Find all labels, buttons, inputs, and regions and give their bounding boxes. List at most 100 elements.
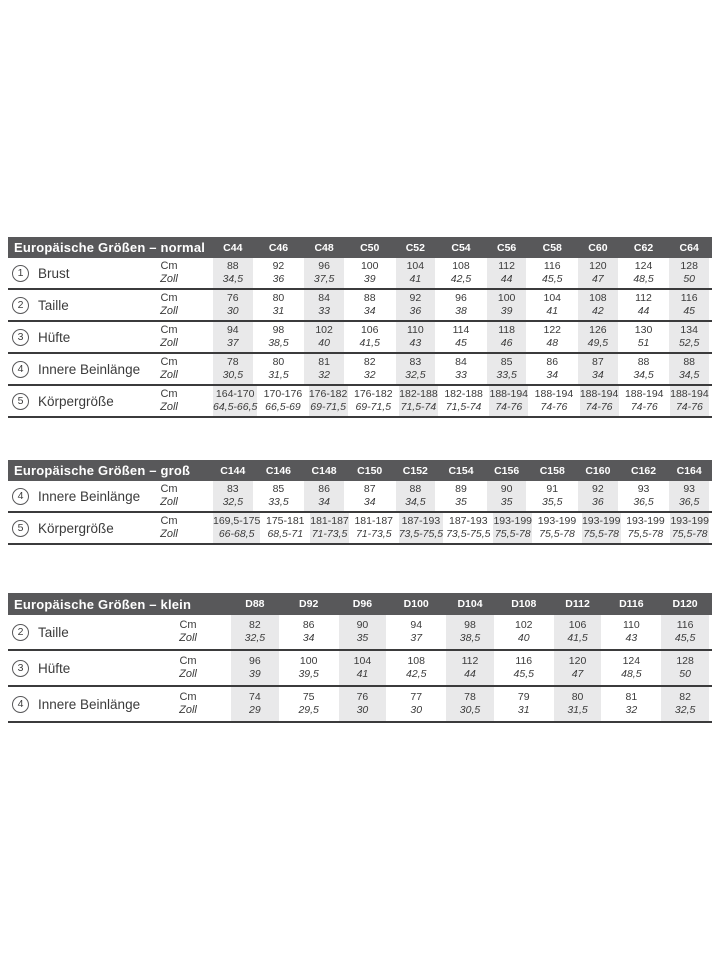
value-zoll: 68,5-71 [267, 528, 304, 540]
value-cell: 106 41,5 [550, 615, 605, 649]
value-zoll: 73,5-75,5 [446, 528, 491, 540]
value-zoll: 71-73,5 [355, 528, 392, 540]
unit-label-cm: Cm [160, 388, 178, 400]
row-label-text: Hüfte [38, 660, 71, 676]
column-header: D96 [352, 598, 373, 610]
table-row: 2 Taille Cm Zoll 76 30 80 31 84 33 88 34 92 36 96 38 100… [8, 290, 712, 322]
value-cm: 88 [226, 260, 239, 272]
row-label: 1 Brust [8, 258, 128, 288]
value-zoll: 32 [318, 369, 330, 381]
value-cm: 112 [461, 655, 479, 667]
value-zoll: 43 [625, 632, 638, 644]
unit-label-zoll: Zoll [179, 704, 197, 716]
value-cm: 118 [498, 324, 515, 336]
size-table-klein: Europäische Größen – klein D88 D92 D96 D100 D… [8, 593, 712, 723]
value-zoll: 34 [592, 369, 604, 381]
value-cm: 98 [464, 619, 476, 631]
value-zoll: 34,5 [405, 496, 426, 508]
row-number-badge: 5 [12, 519, 29, 537]
value-cell: 188-194 74-76 [622, 386, 667, 416]
value-cell: 187-193 73,5-75,5 [395, 513, 447, 543]
value-cell: 82 32 [347, 354, 393, 384]
value-cm: 116 [515, 655, 533, 667]
value-zoll: 34 [546, 369, 559, 381]
unit-label-cm: Cm [160, 483, 178, 495]
value-cm: 85 [500, 356, 513, 368]
value-zoll: 30 [226, 305, 239, 317]
value-cm: 112 [498, 260, 515, 272]
value-zoll: 71,5-74 [445, 401, 482, 413]
value-cell: 116 45,5 [497, 651, 551, 685]
value-cm: 94 [226, 324, 239, 336]
value-zoll: 42 [592, 305, 604, 317]
value-cell: 112 44 [443, 651, 497, 685]
value-zoll: 29,5 [298, 704, 319, 716]
value-cm: 83 [409, 356, 422, 368]
value-cm: 85 [272, 483, 285, 495]
value-cell: 88 34,5 [210, 258, 256, 288]
row-number-badge: 3 [12, 659, 29, 677]
value-cm: 87 [363, 483, 376, 495]
column-header: C52 [405, 241, 425, 254]
row-number-badge: 4 [12, 487, 29, 505]
value-cm: 120 [589, 260, 607, 272]
value-zoll: 32 [363, 369, 376, 381]
value-zoll: 36 [592, 496, 604, 508]
table-row: 4 Innere Beinlänge Cm Zoll 83 32,5 85 33,5 86 34 8… [8, 481, 712, 513]
value-cell: 92 36 [256, 258, 302, 288]
value-cm: 116 [680, 292, 698, 304]
value-cell: 110 43 [604, 615, 658, 649]
value-cm: 81 [318, 356, 330, 368]
value-cm: 104 [353, 655, 372, 667]
column-header: C160 [585, 464, 611, 477]
value-cell: 74 29 [228, 687, 282, 721]
value-cell: 181-187 71-73,5 [352, 513, 396, 543]
column-header: C48 [314, 241, 334, 254]
value-zoll: 45 [683, 305, 696, 317]
unit-labels: Cm Zoll [148, 615, 228, 649]
value-cm: 82 [679, 691, 691, 703]
value-cell: 169,5-175 66-68,5 [210, 513, 264, 543]
value-cell: 83 32,5 [210, 481, 256, 511]
value-zoll: 33 [318, 305, 330, 317]
value-cm: 100 [360, 260, 379, 272]
value-cell: 110 43 [392, 322, 439, 352]
value-zoll: 45,5 [513, 668, 534, 680]
unit-label-cm: Cm [179, 619, 197, 631]
row-label: 5 Körpergröße [8, 386, 128, 416]
value-zoll: 32,5 [405, 369, 426, 381]
value-cm: 98 [272, 324, 285, 336]
value-cm: 93 [683, 483, 696, 495]
value-cell: 86 34 [301, 481, 347, 511]
value-cell: 85 33,5 [256, 481, 302, 511]
unit-label-cm: Cm [160, 515, 178, 527]
value-cm: 175-181 [265, 515, 305, 527]
value-zoll: 71-73,5 [311, 528, 348, 540]
value-cm: 80 [571, 691, 584, 703]
unit-labels: Cm Zoll [128, 258, 210, 288]
value-cell: 104 41 [529, 290, 575, 320]
table-header-bar: Europäische Größen – klein D88 D92 D96 D100 D… [8, 593, 712, 615]
table-row: 3 Hüfte Cm Zoll 94 37 98 38,5 102 40 106 41,5 110 43 1… [8, 322, 712, 354]
value-cell: 78 30,5 [443, 687, 497, 721]
table-title: Europäische Größen – klein [14, 596, 192, 612]
value-cell: 96 39 [228, 651, 282, 685]
unit-label-zoll: Zoll [160, 273, 178, 285]
value-cell: 96 37,5 [301, 258, 347, 288]
table-header-bar: Europäische Größen – groß C144 C146 C148 C15… [8, 460, 712, 481]
value-cm: 114 [452, 324, 470, 336]
value-cell: 92 36 [392, 290, 439, 320]
row-label-text: Taille [38, 297, 69, 313]
value-cm: 106 [360, 324, 379, 336]
value-cell: 134 52,5 [666, 322, 712, 352]
column-header: C46 [268, 241, 289, 254]
value-zoll: 34 [363, 305, 376, 317]
table-row: 3 Hüfte Cm Zoll 96 39 100 39,5 104 41 108 42,5 112 44… [8, 651, 712, 687]
value-cell: 108 42,5 [438, 258, 484, 288]
value-zoll: 30,5 [222, 369, 244, 381]
value-zoll: 42,5 [450, 273, 472, 285]
value-cm: 100 [299, 655, 318, 667]
value-cm: 88 [683, 356, 696, 368]
value-cm: 108 [452, 260, 470, 272]
value-cm: 76 [356, 691, 369, 703]
